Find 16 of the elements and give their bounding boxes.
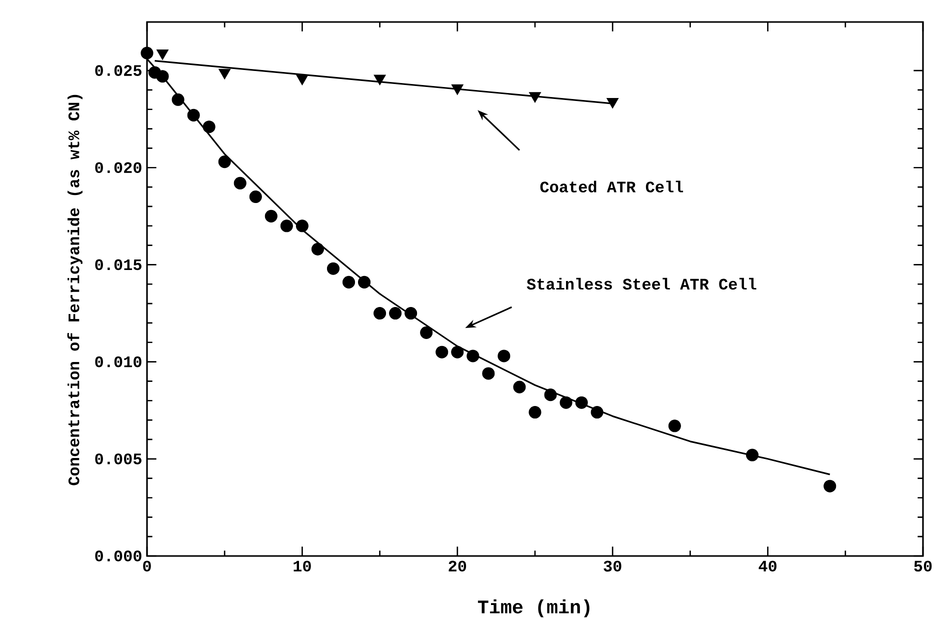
y-tick-label: 0.020 xyxy=(95,162,142,174)
x-tick-label: 50 xyxy=(914,560,932,572)
y-tick-label: 0.000 xyxy=(95,550,142,562)
annotation: Coated ATR Cell xyxy=(540,180,684,192)
y-tick-label: 0.005 xyxy=(95,453,142,464)
annotation: Stainless Steel ATR Cell xyxy=(526,278,756,290)
y-tick-label: 0.010 xyxy=(95,356,142,368)
x-tick-label: 30 xyxy=(604,560,622,572)
x-axis-title: Time (min) xyxy=(478,599,590,618)
x-tick-label: 0 xyxy=(143,560,151,572)
y-axis-title: Concentration of Ferricyanide (as wt% CN) xyxy=(67,94,82,486)
x-tick-label: 20 xyxy=(448,560,466,572)
x-tick-label: 10 xyxy=(294,560,311,572)
y-tick-label: 0.025 xyxy=(95,65,142,76)
x-tick-label: 40 xyxy=(758,560,776,572)
y-tick-label: 0.015 xyxy=(95,259,142,270)
